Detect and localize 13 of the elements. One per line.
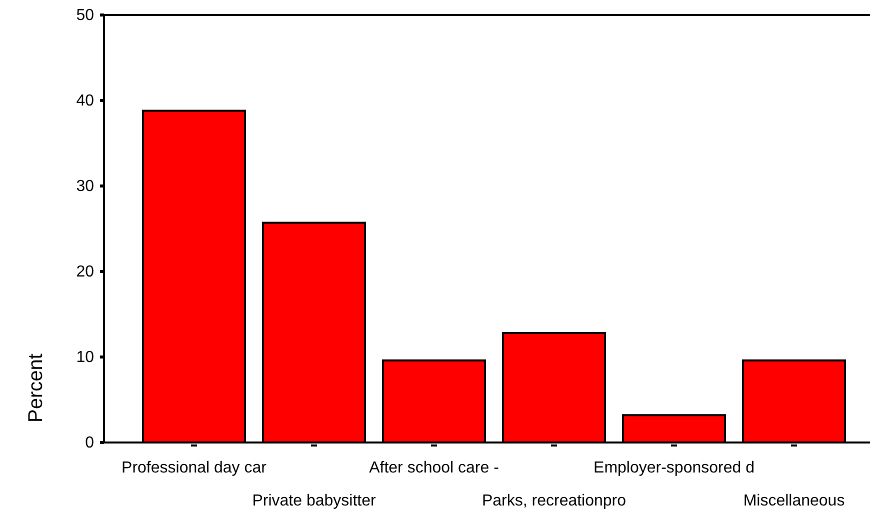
- y-tick-label: 30: [76, 178, 94, 196]
- x-tick-label: Private babysitter: [252, 492, 376, 510]
- x-tick-label: After school care -: [369, 460, 499, 476]
- x-tick-label: Professional day car: [122, 460, 268, 476]
- y-tick-label: 40: [76, 92, 94, 110]
- x-tick-label: Employer-sponsored d: [594, 460, 754, 476]
- x-tick-label: Parks, recreationpro: [482, 492, 626, 510]
- y-tick-label: 20: [76, 264, 94, 281]
- y-tick-label: 10: [76, 349, 94, 366]
- x-tick-label: Miscellaneous: [743, 492, 845, 510]
- y-tick-label: 0: [85, 434, 94, 452]
- y-tick-label: 50: [76, 7, 94, 24]
- y-axis-title: Percent: [25, 353, 47, 422]
